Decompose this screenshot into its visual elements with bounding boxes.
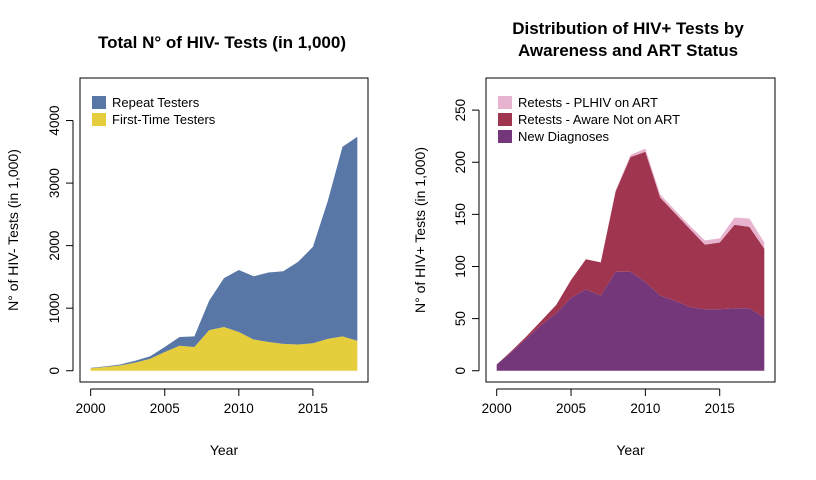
legend: Repeat Testers First-Time Testers — [92, 95, 216, 127]
legend-swatch-first-time-testers — [92, 113, 106, 126]
legend-swatch-retests-aware-not-on-art — [498, 113, 512, 126]
legend-swatch-retests-plhiv-on-art — [498, 96, 512, 109]
y-tick-label: 100 — [453, 255, 468, 278]
legend-label: Retests - PLHIV on ART — [518, 95, 658, 110]
chart-hiv-positive-distribution: 2000 2005 2010 2015 0 50 100 150 200 250 Distribut… — [412, 19, 776, 458]
area-new-diagnoses — [496, 271, 765, 371]
legend-label: Retests - Aware Not on ART — [518, 112, 680, 127]
y-axis-label: N° of HIV+ Tests (in 1,000) — [412, 147, 428, 313]
legend-swatch-new-diagnoses — [498, 130, 512, 143]
y-tick-label: 1000 — [47, 293, 62, 323]
y-tick-label: 200 — [453, 151, 468, 174]
legend-swatch-repeat-testers — [92, 96, 106, 109]
legend: Retests - PLHIV on ART Retests - Aware No… — [498, 95, 680, 144]
plot-frame — [79, 77, 369, 383]
legend-label: New Diagnoses — [518, 129, 610, 144]
legend-label: First-Time Testers — [112, 112, 216, 127]
x-tick-label: 2015 — [705, 401, 735, 416]
y-tick-label: 2000 — [47, 231, 62, 261]
chart-title: Awareness and ART Status — [518, 41, 738, 60]
x-tick-label: 2015 — [298, 401, 328, 416]
area-retests-aware-not-on-art — [496, 151, 765, 365]
x-axis-label: Year — [616, 442, 645, 458]
y-tick-label: 4000 — [47, 106, 62, 136]
y-tick-label: 50 — [453, 311, 468, 326]
area-first-time-testers — [90, 326, 358, 371]
x-tick-label: 2000 — [76, 401, 106, 416]
plot-frame — [485, 77, 776, 383]
chart-title: Total N° of HIV- Tests (in 1,000) — [98, 33, 346, 52]
legend-label: Repeat Testers — [112, 95, 200, 110]
x-tick-label: 2010 — [630, 401, 660, 416]
y-tick-label: 0 — [453, 367, 468, 375]
y-axis-label: N° of HIV- Tests (in 1,000) — [5, 149, 21, 311]
y-tick-label: 150 — [453, 203, 468, 226]
x-tick-label: 2005 — [150, 401, 180, 416]
chart-title: Distribution of HIV+ Tests by — [512, 19, 744, 38]
x-tick-label: 2010 — [224, 401, 254, 416]
x-axis-label: Year — [210, 442, 239, 458]
area-repeat-testers — [90, 136, 358, 369]
x-tick-label: 2000 — [482, 401, 512, 416]
y-tick-label: 3000 — [47, 168, 62, 198]
y-tick-label: 0 — [47, 367, 62, 375]
chart-total-hiv-negative-tests: 2000 2005 2010 2015 0 1000 2000 3000 4000 Total N… — [5, 33, 369, 458]
y-tick-label: 250 — [453, 99, 468, 122]
x-tick-label: 2005 — [556, 401, 586, 416]
